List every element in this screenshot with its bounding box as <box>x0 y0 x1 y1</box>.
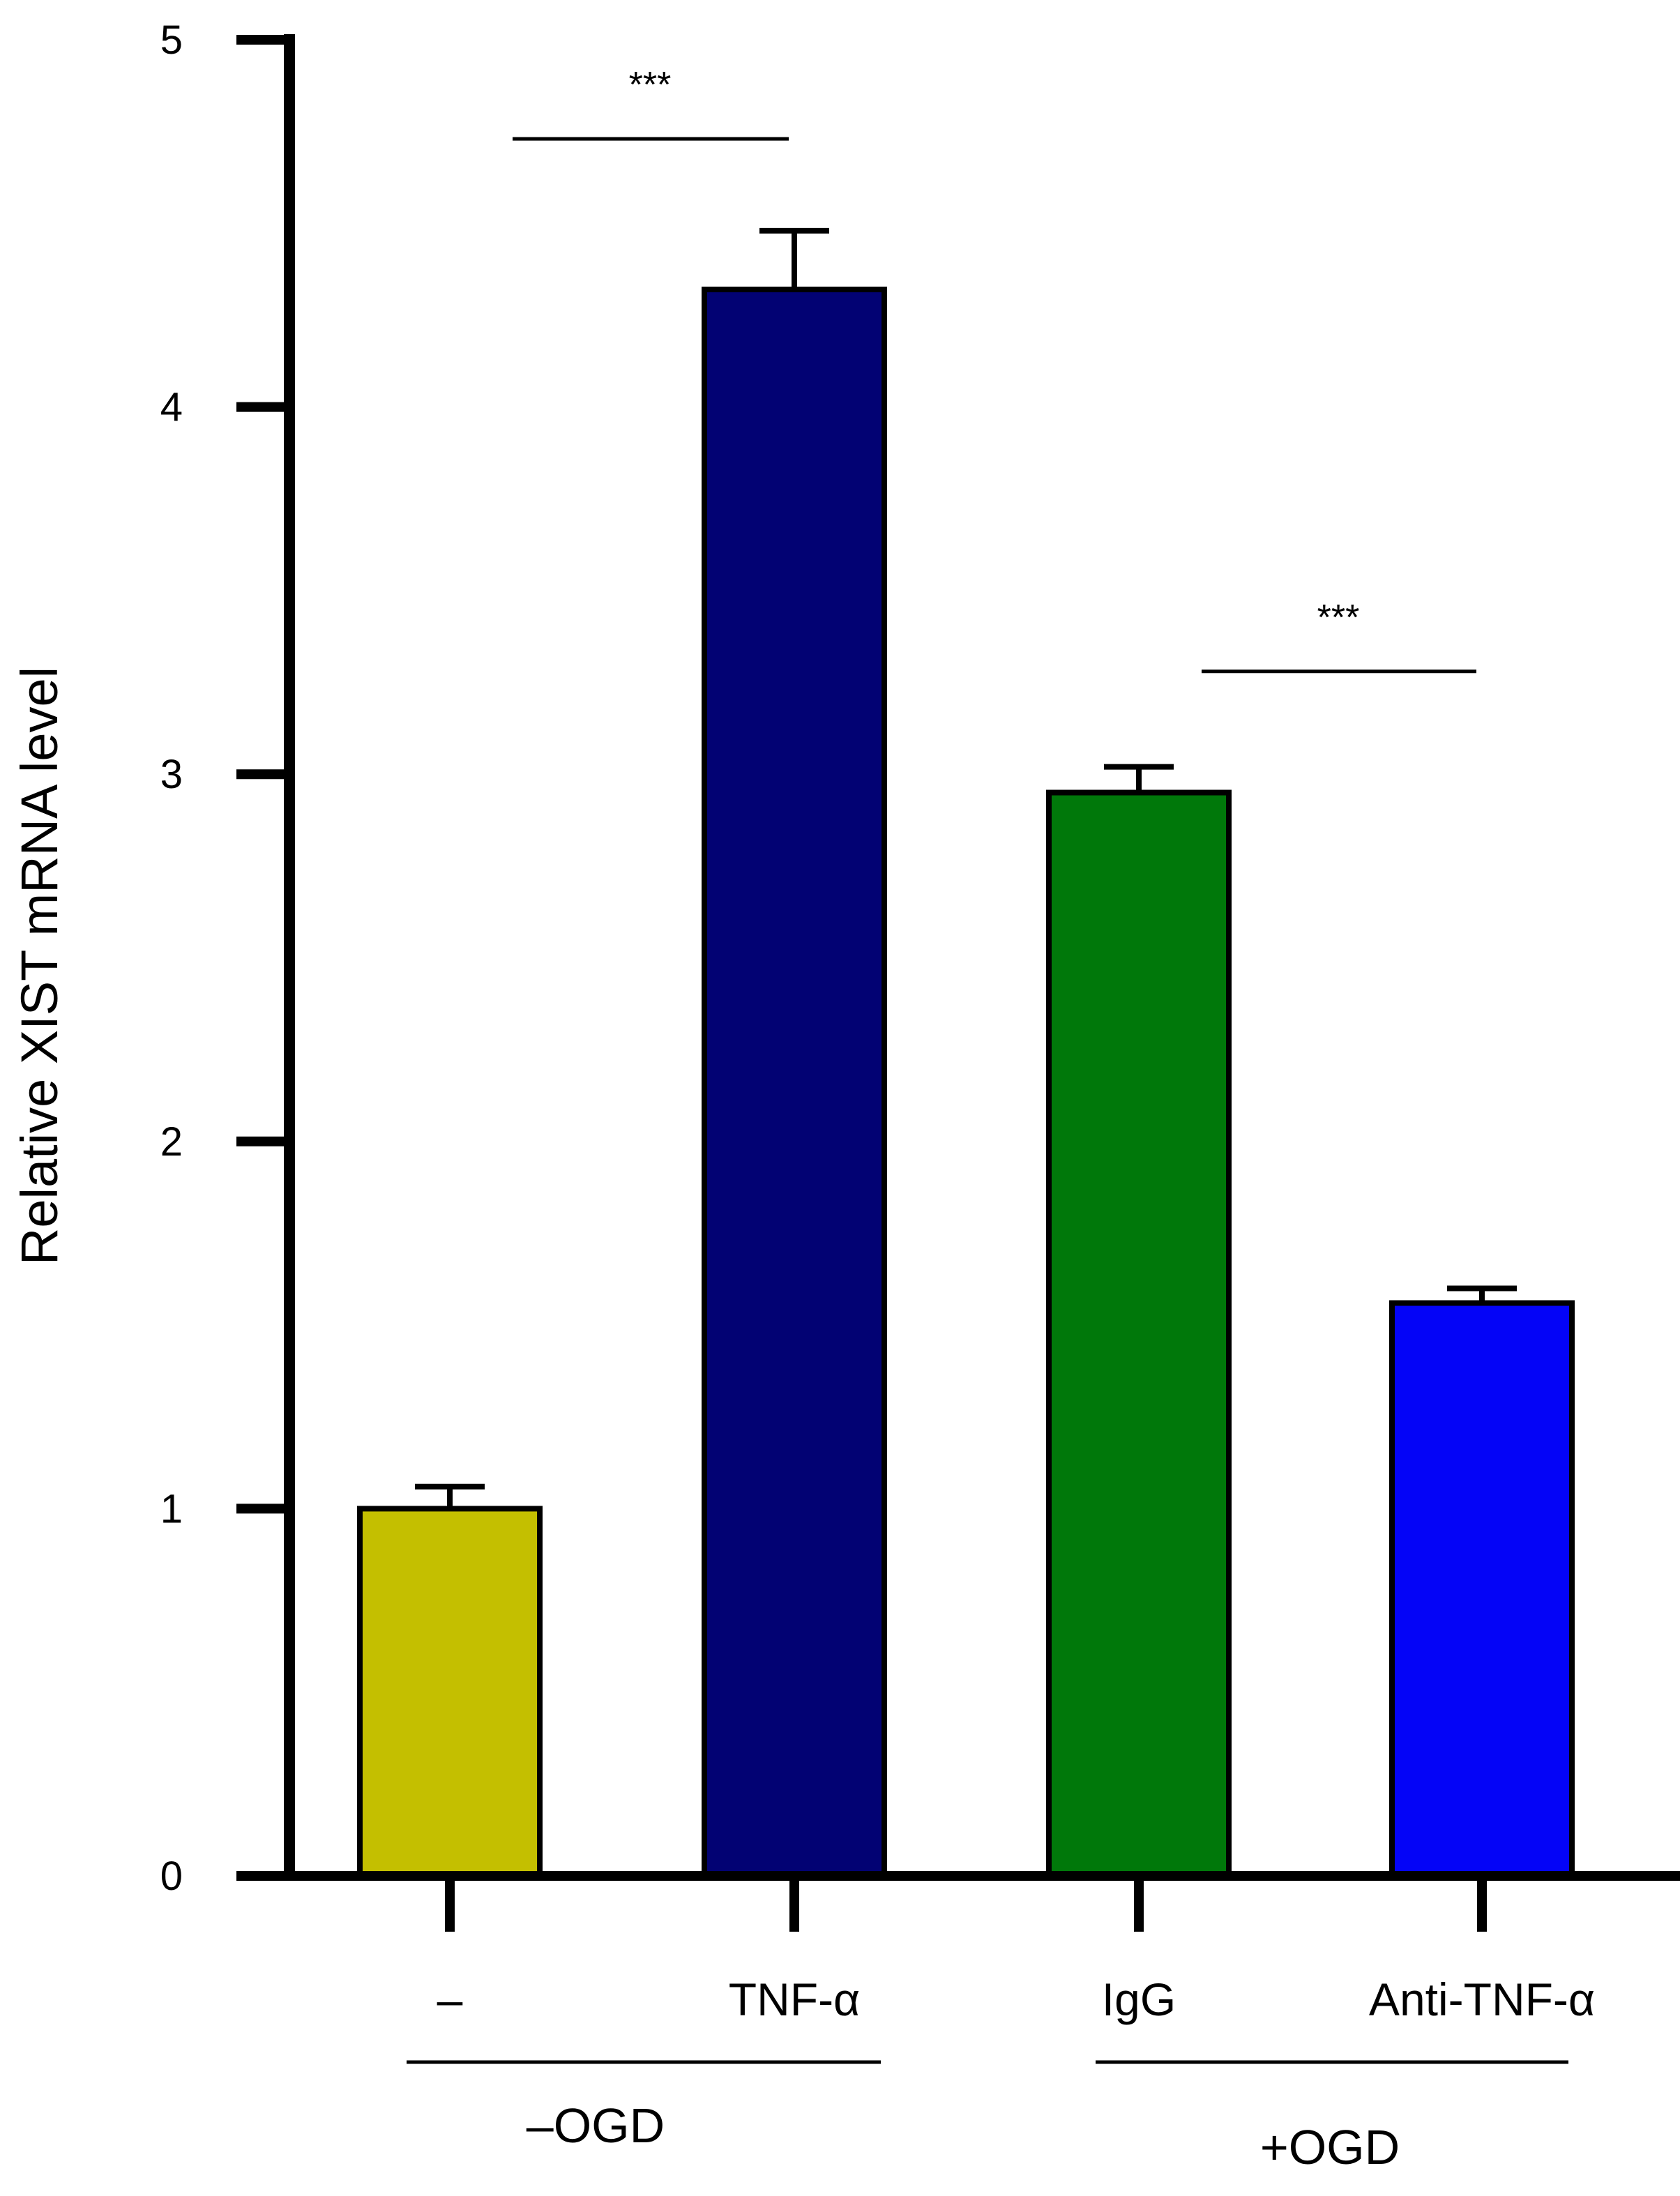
y-tick-label: 5 <box>160 17 183 63</box>
group-label: –OGD <box>527 2098 665 2153</box>
category-label: TNF-α <box>729 1974 860 2025</box>
significance-label: *** <box>629 65 672 105</box>
bar <box>1046 789 1232 1879</box>
category-label: IgG <box>1102 1974 1176 2025</box>
y-tick-label: 3 <box>160 752 183 797</box>
group-label: +OGD <box>1260 2120 1400 2174</box>
y-tick-label: 2 <box>160 1119 183 1165</box>
significance-label: *** <box>1317 598 1360 638</box>
y-tick-label: 0 <box>160 1854 183 1899</box>
category-label: – <box>437 1974 463 2025</box>
bar <box>1389 1300 1575 1879</box>
bar <box>702 287 887 1879</box>
category-label: Anti-TNF-α <box>1369 1974 1595 2025</box>
y-tick-label: 4 <box>160 385 183 430</box>
y-axis-title: Relative XIST mRNA level <box>10 667 68 1265</box>
y-tick-label: 1 <box>160 1486 183 1531</box>
bar <box>357 1506 543 1879</box>
